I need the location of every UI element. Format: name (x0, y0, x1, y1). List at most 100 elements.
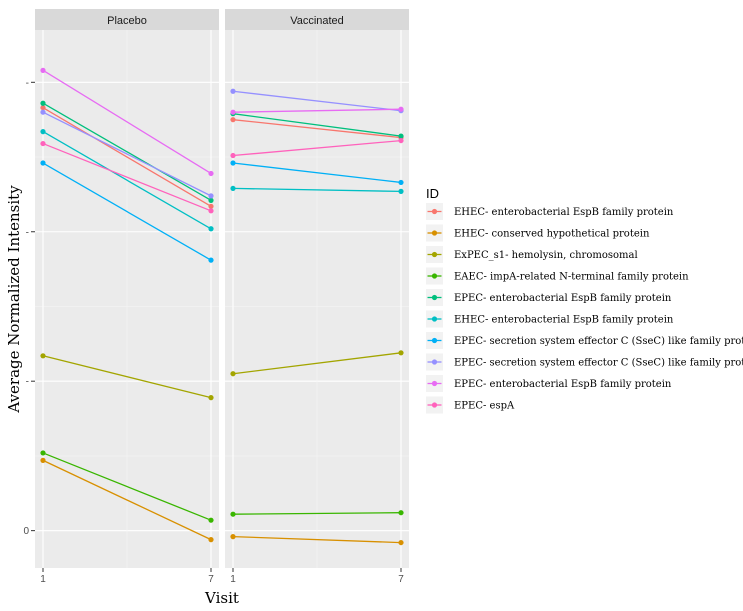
legend-item: EPEC- secretion system effector C (SseC)… (426, 353, 743, 371)
legend-key-point (431, 402, 438, 408)
legend-item: EPEC- secretion system effector C (SseC)… (426, 332, 743, 349)
series-line-10-placebo (42, 142, 212, 212)
data-point-1-placebo-visit-1 (40, 105, 46, 111)
legend-item: EHEC- enterobacterial EspB family protei… (426, 203, 674, 220)
facet-strip-vaccinated (225, 9, 409, 30)
x-axis-title: Visit (204, 589, 239, 607)
series-line-9-placebo (42, 69, 212, 175)
data-point-10-placebo-visit-1 (40, 140, 46, 147)
x-tick-label: 7 (208, 574, 214, 585)
data-point-9-vaccinated-visit-1 (230, 109, 236, 115)
data-point-10-placebo-visit-7 (208, 208, 214, 214)
series-line-1-vaccinated (232, 119, 402, 139)
data-point-6-placebo-visit-7 (208, 226, 214, 232)
legend-item: ExPEC_s1- hemolysin, chromosomal (426, 246, 638, 263)
series-points-vaccinated (230, 88, 404, 546)
facet-label-vaccinated: Vaccinated (290, 15, 344, 27)
data-point-5-vaccinated-visit-7 (398, 133, 404, 139)
series-line-9-vaccinated (232, 108, 402, 113)
legend-item: EPEC- espA (426, 396, 515, 414)
series-line-3-vaccinated (232, 352, 402, 375)
series-points-placebo (40, 67, 214, 543)
data-point-2-placebo-visit-7 (208, 537, 214, 543)
data-point-4-placebo-visit-7 (208, 517, 214, 523)
legend-items: EHEC- enterobacterial EspB family protei… (426, 203, 743, 414)
y-axis: 0 - - - (23, 78, 35, 537)
data-point-3-placebo-visit-7 (208, 395, 214, 401)
data-point-5-placebo-visit-7 (208, 197, 214, 203)
legend-label: EPEC- secretion system effector C (SseC)… (454, 336, 743, 347)
series-line-5-placebo (42, 102, 212, 201)
data-point-10-vaccinated-visit-7 (398, 137, 404, 144)
x-tick-label: 7 (398, 574, 404, 585)
legend: ID EHEC- enterobacterial EspB family pro… (426, 186, 743, 414)
series-line-8-placebo (42, 111, 212, 197)
data-point-7-vaccinated-visit-1 (230, 160, 236, 166)
legend-label: EPEC- enterobacterial EspB family protei… (454, 379, 672, 390)
data-point-8-placebo-visit-7 (208, 193, 214, 199)
data-point-3-vaccinated-visit-7 (398, 350, 404, 356)
legend-label: EPEC- espA (454, 401, 515, 412)
data-point-9-placebo-visit-7 (208, 170, 214, 177)
legend-key-point (431, 251, 438, 258)
y-tick-label: 0 (23, 526, 29, 537)
series-line-2-vaccinated (232, 535, 402, 544)
data-point-6-vaccinated-visit-1 (230, 185, 236, 192)
series-line-10-vaccinated (232, 139, 402, 157)
x-tick-label: 1 (230, 574, 236, 585)
data-point-1-placebo-visit-7 (208, 203, 214, 209)
legend-label: EHEC- enterobacterial EspB family protei… (454, 207, 674, 218)
series-line-4-vaccinated (232, 512, 402, 515)
data-point-10-vaccinated-visit-1 (230, 152, 236, 159)
data-point-4-vaccinated-visit-1 (230, 511, 236, 517)
series-line-5-vaccinated (232, 113, 402, 137)
legend-label: EAEC- impA-related N-terminal family pro… (454, 272, 689, 283)
legend-label: EHEC- conserved hypothetical protein (454, 229, 650, 240)
legend-key-point (431, 380, 438, 387)
legend-key-point (431, 273, 438, 279)
data-point-4-vaccinated-visit-7 (398, 510, 404, 516)
data-point-3-vaccinated-visit-1 (230, 371, 236, 377)
data-point-2-placebo-visit-1 (40, 457, 46, 463)
data-point-7-placebo-visit-1 (40, 160, 46, 166)
data-point-5-placebo-visit-1 (40, 100, 46, 106)
data-point-9-placebo-visit-1 (40, 67, 46, 73)
series-line-6-vaccinated (232, 187, 402, 193)
legend-label: EHEC- enterobacterial EspB family protei… (454, 315, 674, 326)
series-line-1-placebo (42, 107, 212, 207)
legend-key-point (431, 208, 438, 215)
data-point-2-vaccinated-visit-1 (230, 534, 236, 540)
legend-item: EHEC- enterobacterial EspB family protei… (426, 310, 674, 328)
legend-item: EPEC- enterobacterial EspB family protei… (426, 375, 672, 392)
series-line-7-placebo (42, 162, 212, 261)
data-point-9-vaccinated-visit-7 (398, 106, 404, 112)
legend-key-point (431, 230, 438, 236)
legend-item: EAEC- impA-related N-terminal family pro… (426, 267, 689, 285)
legend-key-point (431, 294, 438, 301)
y-axis-title: Average Normalized Intensity (5, 185, 23, 414)
data-point-6-placebo-visit-1 (40, 129, 46, 135)
legend-key-point (431, 316, 438, 322)
series-line-2-placebo (42, 459, 212, 541)
data-point-7-vaccinated-visit-7 (398, 179, 404, 186)
facet-strip-placebo (35, 9, 219, 30)
series-line-6-placebo (42, 131, 212, 230)
facet-placebo: Placebo (35, 9, 219, 568)
data-point-8-vaccinated-visit-1 (230, 88, 236, 94)
legend-title: ID (426, 186, 439, 201)
series-line-3-placebo (42, 355, 212, 399)
series-lines-placebo (42, 69, 212, 541)
data-point-8-placebo-visit-1 (40, 109, 46, 115)
series-lines-vaccinated (232, 90, 402, 544)
facet-vaccinated: Vaccinated (225, 9, 409, 568)
y-tick-label: - (26, 78, 29, 89)
series-line-4-placebo (42, 452, 212, 521)
data-point-6-vaccinated-visit-7 (398, 188, 404, 194)
facet-label-placebo: Placebo (107, 15, 147, 27)
series-line-7-vaccinated (232, 162, 402, 184)
y-tick-label: - (26, 227, 29, 238)
legend-label: EPEC- secretion system effector C (SseC)… (454, 358, 743, 369)
gridlines-vaccinated (225, 30, 409, 568)
